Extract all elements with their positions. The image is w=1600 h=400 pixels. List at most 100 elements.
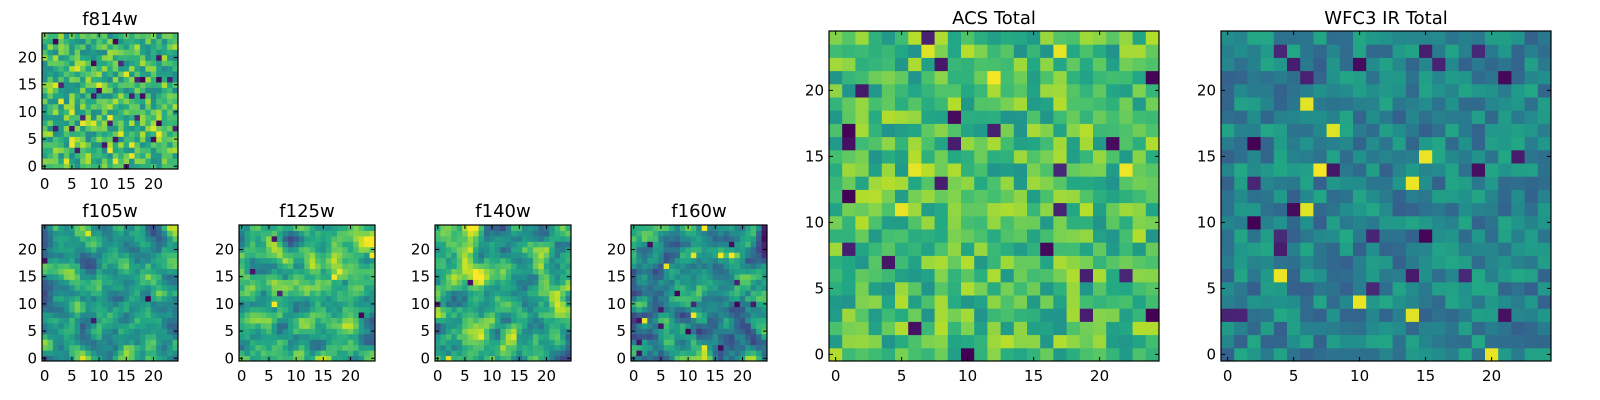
heatmap-cell	[69, 301, 76, 308]
heatmap-cell	[42, 65, 48, 72]
heatmap-cell	[47, 71, 54, 78]
heatmap-cell	[52, 284, 59, 291]
heatmap-cell	[1405, 281, 1420, 296]
heatmap-cell	[134, 225, 141, 231]
heatmap-cell	[69, 328, 76, 335]
heatmap-cell	[58, 339, 65, 346]
heatmap-cell	[1300, 163, 1314, 177]
heatmap-cell	[494, 241, 501, 248]
heatmap-cell	[282, 317, 289, 324]
heatmap-cell	[440, 339, 447, 346]
heatmap-cell	[961, 347, 975, 362]
heatmap-cell	[1013, 123, 1028, 138]
heatmap-cell	[167, 125, 174, 132]
heatmap-cell	[1458, 308, 1473, 322]
heatmap-cell	[1339, 321, 1354, 336]
heatmap-cell	[282, 333, 289, 340]
heatmap-cell	[435, 322, 441, 329]
heatmap-cell	[987, 189, 1002, 204]
heatmap-cell	[1040, 44, 1054, 58]
heatmap-cell	[101, 241, 108, 248]
heatmap-cell	[134, 257, 141, 264]
heatmap-cell	[1366, 242, 1380, 256]
heatmap-cell	[134, 147, 141, 154]
heatmap-cell	[161, 152, 168, 159]
heatmap-cell	[1234, 110, 1248, 124]
heatmap-cell	[961, 229, 975, 243]
heatmap-cell	[42, 306, 48, 313]
heatmap-cell	[701, 344, 708, 351]
heatmap-cell	[96, 92, 103, 99]
heatmap-cell	[1273, 268, 1288, 283]
heatmap-cell	[543, 235, 550, 242]
heatmap-cell	[331, 322, 338, 329]
heatmap-cell	[483, 241, 490, 248]
heatmap-cell	[63, 241, 70, 248]
heatmap-cell	[462, 306, 469, 313]
heatmap-cell	[674, 344, 681, 351]
heatmap-cell	[565, 279, 572, 286]
heatmap-cell	[739, 312, 746, 318]
heatmap-cell	[1287, 202, 1301, 217]
heatmap-cell	[107, 98, 114, 105]
heatmap-cell	[336, 230, 343, 237]
heatmap-cell	[663, 350, 670, 357]
heatmap-cell	[298, 301, 305, 308]
heatmap-cell	[134, 263, 141, 270]
heatmap-cell	[90, 295, 97, 302]
heatmap-cell	[456, 225, 463, 231]
heatmap-cell	[674, 284, 681, 291]
heatmap-cell	[309, 290, 316, 297]
heatmap-cell	[85, 268, 92, 275]
heatmap-cell	[129, 103, 135, 110]
heatmap-cell	[685, 252, 692, 259]
heatmap-cell	[987, 97, 1002, 111]
y-tick-label: 20	[607, 241, 626, 259]
heatmap-cell	[326, 279, 332, 286]
heatmap-cell	[690, 273, 697, 280]
heatmap-cell	[1524, 215, 1539, 230]
heatmap-cell	[150, 350, 157, 357]
heatmap-cell	[1300, 149, 1314, 164]
heatmap-cell	[123, 92, 130, 99]
heatmap-cell	[145, 301, 152, 308]
heatmap-cell	[315, 301, 322, 308]
heatmap-cell	[1247, 334, 1262, 349]
heatmap-cell	[549, 344, 556, 351]
heatmap-cell	[80, 263, 87, 270]
heatmap-cell	[118, 136, 125, 143]
x-tick-label: 10	[287, 367, 306, 385]
heatmap-cell	[347, 290, 354, 297]
heatmap-cell	[734, 284, 741, 291]
heatmap-cell	[107, 263, 114, 270]
heatmap-cell	[47, 230, 54, 237]
heatmap-cell	[107, 158, 114, 165]
heatmap-cell	[679, 284, 686, 291]
heatmap-cell	[1471, 149, 1486, 164]
heatmap-cell	[734, 295, 741, 302]
heatmap-cell	[1392, 215, 1407, 230]
heatmap-cell	[560, 246, 567, 253]
heatmap-cell	[129, 301, 135, 308]
heatmap-cell	[647, 268, 654, 275]
heatmap-cell	[647, 312, 654, 318]
heatmap-cell	[112, 284, 119, 291]
heatmap-cell	[85, 306, 92, 313]
heatmap-cell	[90, 71, 97, 78]
heatmap-cell	[483, 268, 490, 275]
heatmap-cell	[1066, 189, 1081, 204]
heatmap-cell	[685, 268, 692, 275]
heatmap-cell	[1027, 83, 1041, 98]
heatmap-cell	[134, 230, 141, 237]
heatmap-cell	[462, 317, 469, 324]
heatmap-cell	[123, 43, 130, 50]
heatmap-cell	[139, 114, 146, 121]
heatmap-cell	[69, 263, 76, 270]
heatmap-cell	[320, 295, 327, 302]
heatmap-cell	[85, 81, 92, 88]
heatmap-cell	[560, 333, 567, 340]
heatmap-cell	[320, 268, 327, 275]
heatmap-cell	[260, 322, 267, 329]
heatmap-cell	[167, 109, 174, 116]
heatmap-cell	[1287, 97, 1301, 111]
